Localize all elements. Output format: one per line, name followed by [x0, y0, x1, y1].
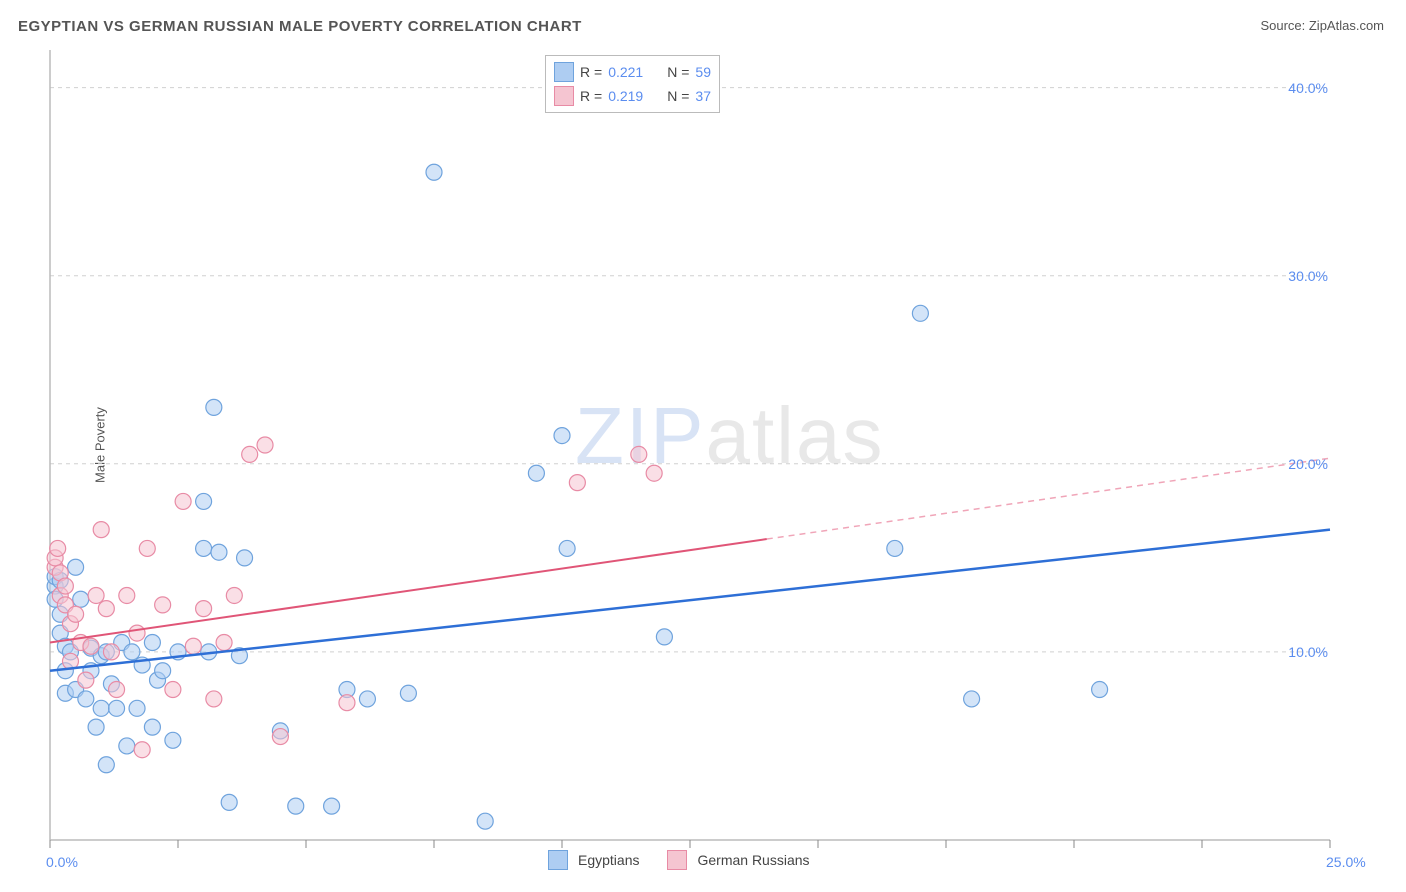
source-label: Source: ZipAtlas.com: [1260, 18, 1384, 33]
plot-area: Male Poverty ZIPatlas 10.0%20.0%30.0%40.…: [50, 50, 1330, 840]
legend-n-label: N =: [667, 88, 689, 104]
legend-swatch: [667, 850, 687, 870]
legend-r-label: R =: [580, 64, 602, 80]
legend-swatch: [554, 62, 574, 82]
legend-swatch: [548, 850, 568, 870]
legend-r-value: 0.219: [608, 88, 643, 104]
legend-stat-row: R = 0.219 N = 37: [554, 84, 711, 108]
y-tick-label: 30.0%: [1288, 268, 1328, 284]
legend-series-label: German Russians: [697, 852, 809, 868]
y-tick-label: 10.0%: [1288, 644, 1328, 660]
y-tick-label: 20.0%: [1288, 456, 1328, 472]
legend-n-value: 59: [695, 64, 711, 80]
legend-series-label: Egyptians: [578, 852, 639, 868]
chart-title: EGYPTIAN VS GERMAN RUSSIAN MALE POVERTY …: [18, 18, 582, 35]
legend-correlation-box: R = 0.221 N = 59 R = 0.219 N = 37: [545, 55, 720, 113]
chart-svg: [50, 50, 1330, 840]
legend-series: Egyptians German Russians: [548, 850, 828, 870]
legend-r-value: 0.221: [608, 64, 643, 80]
legend-n-value: 37: [695, 88, 711, 104]
legend-swatch: [554, 86, 574, 106]
y-tick-label: 40.0%: [1288, 80, 1328, 96]
x-tick-label: 0.0%: [46, 854, 78, 870]
legend-r-label: R =: [580, 88, 602, 104]
legend-stat-row: R = 0.221 N = 59: [554, 60, 711, 84]
legend-n-label: N =: [667, 64, 689, 80]
x-tick-label: 25.0%: [1326, 854, 1366, 870]
